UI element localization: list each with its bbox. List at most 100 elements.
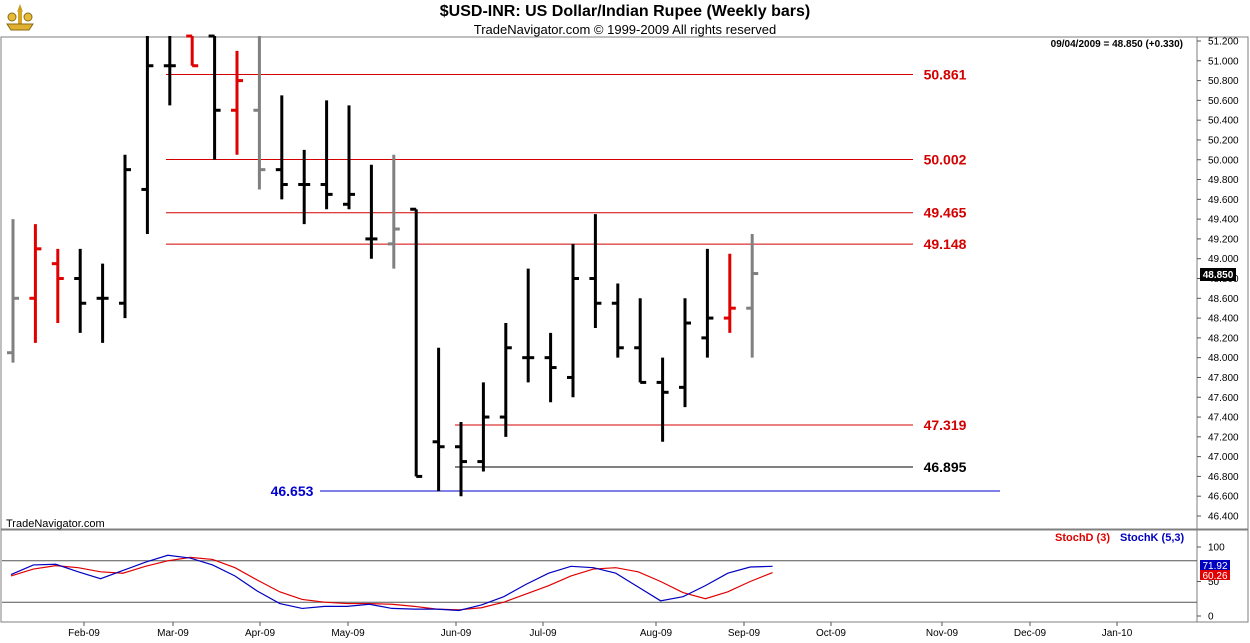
ohlc-bar [746,233,759,358]
stochd-legend: StochD (3) [1055,532,1110,544]
ohlc-bar [589,214,602,328]
stochk-legend: StochK (5,3) [1120,532,1185,544]
price-tick-label: 50.200 [1208,135,1239,146]
ohlc-bar [656,357,669,442]
x-tick-label: Sep-09 [728,628,761,639]
ohlc-bar [141,36,154,234]
ohlc-bar [343,105,355,210]
chart-title: $USD-INR: US Dollar/Indian Rupee (Weekly… [439,3,811,20]
x-tick-label: Nov-09 [926,628,959,639]
ohlc-bar [567,243,579,398]
price-tick-label: 47.400 [1208,413,1239,424]
ohlc-bar [29,224,42,343]
x-axis: Feb-09 Mar-09 Apr-09 May-09 Jun-09 Jul-09 Aug-… [68,622,1133,639]
price-tick-label: 50.600 [1208,96,1239,107]
level-label: 46.653 [271,483,314,499]
price-y-axis: 51.200 51.000 50.800 50.600 50.400 50.200 50.0… [1197,37,1239,523]
x-tick-label: Apr-09 [245,628,275,639]
ohlc-bar [7,219,19,363]
level-label: 50.861 [924,67,967,83]
level-label: 50.002 [924,152,967,168]
chart-subtitle: TradeNavigator.com © 1999-2009 All right… [473,22,777,37]
price-tick-label: 50.400 [1208,116,1239,127]
price-tick-label: 47.200 [1208,432,1239,443]
stochk-value-box [1200,560,1230,570]
ohlc-bar [611,283,624,358]
ohlc-bar [119,154,131,319]
ohlc-bar [186,34,199,68]
stoch-tick-label: 50 [1208,577,1220,588]
price-tick-label: 47.600 [1208,393,1239,404]
level-label: 49.148 [924,236,967,252]
ohlc-bar [477,382,490,472]
ohlc-bar [455,421,467,497]
price-tick-label: 49.800 [1208,175,1239,186]
ohlc-bar [544,332,557,403]
stoch-y-axis: 100 50 0 [1197,543,1225,623]
ohlc-bar [74,248,87,333]
level-label: 47.319 [924,417,967,433]
stoch-tick-label: 100 [1208,543,1225,554]
price-tick-label: 48.200 [1208,333,1239,344]
ohlc-bars [7,34,759,497]
ohlc-bar [208,34,221,160]
price-tick-label: 50.000 [1208,155,1239,166]
price-tick-label: 51.000 [1208,56,1239,67]
price-marker-box [1200,268,1236,281]
ohlc-bar [163,36,176,106]
ohlc-bar [51,248,64,324]
level-lines: 50.861 50.002 49.465 49.148 47.319 46.895 46.6… [166,67,1000,499]
price-tick-label: 49.600 [1208,195,1239,206]
ohlc-bar [275,95,288,200]
ohlc-bar [365,164,378,259]
watermark-label: TradeNavigator.com [6,518,105,530]
price-tick-label: 49.000 [1208,254,1239,265]
stoch-series-line [10,556,773,611]
price-tick-label: 51.200 [1208,37,1239,48]
stochd-value-box [1200,570,1230,580]
price-tick-label: 48.400 [1208,314,1239,325]
ohlc-bar [320,100,333,210]
level-label: 46.895 [924,459,967,475]
price-tick-label: 49.400 [1208,215,1239,226]
level-label: 49.465 [924,205,967,221]
price-marker-label: 48.850 [1203,270,1234,281]
ohlc-bar [634,298,647,384]
price-tick-label: 49.200 [1208,234,1239,245]
price-tick-label: 46.600 [1208,492,1239,503]
price-tick-label: 50.800 [1208,76,1239,87]
stoch-series-line [10,554,773,612]
stochastic-panel [0,529,1249,623]
ohlc-bar [723,253,736,333]
x-tick-label: Aug-09 [640,628,673,639]
stochastic-lines [2,554,1197,612]
ohlc-bar [432,347,445,492]
price-tick-label: 48.600 [1208,294,1239,305]
price-tick-label: 47.000 [1208,452,1239,463]
x-tick-label: May-09 [331,628,365,639]
ohlc-bar [499,323,512,437]
price-tick-label: 48.000 [1208,353,1239,364]
x-tick-label: Jul-09 [529,628,557,639]
x-tick-label: Jan-10 [1102,628,1133,639]
x-tick-label: Mar-09 [157,628,189,639]
price-tick-label: 47.800 [1208,373,1239,384]
x-tick-label: Feb-09 [68,628,100,639]
ohlc-bar [387,154,400,269]
ohlc-bar [298,149,311,225]
stoch-tick-label: 0 [1208,612,1214,623]
stochd-value-label: 60.26 [1202,571,1227,582]
x-tick-label: Dec-09 [1014,628,1047,639]
ohlc-bar [231,50,243,155]
last-quote-label: 09/04/2009 = 48.850 (+0.330) [1051,39,1183,50]
price-tick-label: 46.800 [1208,472,1239,483]
ohlc-bar [253,36,266,190]
ohlc-bar [522,268,535,383]
ohlc-bar [679,298,691,408]
stochk-value-label: 71.92 [1202,561,1227,572]
price-tick-label: 46.400 [1208,512,1239,523]
price-panel [0,36,1249,530]
ohlc-bar [96,263,109,343]
ohlc-bar [410,207,423,478]
